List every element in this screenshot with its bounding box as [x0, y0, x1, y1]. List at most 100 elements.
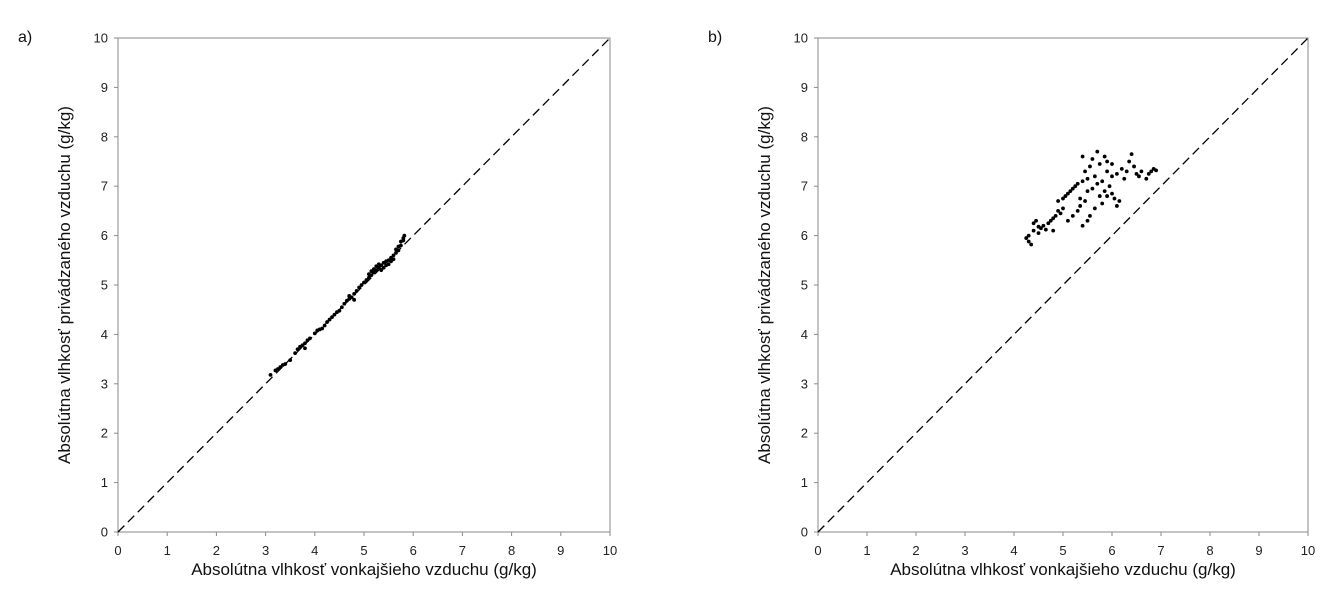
- data-point: [1100, 179, 1105, 184]
- data-point: [325, 320, 329, 324]
- y-tick-label: 1: [801, 475, 808, 490]
- data-point: [354, 289, 359, 293]
- data-point: [1134, 171, 1139, 176]
- data-point: [376, 265, 381, 270]
- data-point: [1080, 179, 1085, 184]
- data-point: [1122, 176, 1127, 181]
- data-point: [1056, 199, 1060, 203]
- data-point: [1026, 233, 1031, 238]
- data-point: [399, 243, 403, 248]
- data-point: [303, 341, 307, 346]
- data-point: [1048, 218, 1053, 223]
- data-point: [352, 297, 357, 302]
- data-point: [1053, 213, 1058, 218]
- data-point: [1110, 191, 1114, 196]
- y-tick-label: 3: [101, 376, 108, 391]
- data-point: [337, 308, 342, 313]
- data-point: [396, 248, 401, 253]
- x-tick-label: 7: [459, 543, 466, 558]
- y-tick-label: 7: [101, 179, 108, 194]
- data-point: [1146, 171, 1151, 176]
- x-axis-title: Absolútna vlhkosť vonkajšieho vzduchu (g…: [191, 560, 537, 579]
- data-point: [1066, 218, 1070, 223]
- data-point: [1031, 221, 1036, 226]
- panel-b: b) 0 1 2 3 4 5 6 7 8 9 10 0 1 2 3 4 5 6 7 8 9 10 Absolútna vlhk…: [708, 29, 1315, 579]
- reference-line: [117, 37, 611, 533]
- data-point: [394, 250, 398, 255]
- data-point: [1092, 206, 1097, 211]
- data-point: [1088, 164, 1092, 169]
- panel-label: a): [18, 29, 32, 46]
- data-point: [1127, 159, 1132, 164]
- data-point: [1105, 194, 1109, 198]
- data-series: [268, 233, 407, 377]
- x-tick-label: 0: [814, 543, 821, 558]
- data-point: [1046, 221, 1051, 226]
- x-tick-label: 7: [1157, 543, 1164, 558]
- data-point: [1124, 169, 1129, 174]
- data-point: [1097, 194, 1102, 198]
- y-tick-label: 0: [801, 525, 808, 540]
- data-point: [369, 273, 374, 278]
- data-point: [1056, 209, 1060, 213]
- x-tick-label: 6: [410, 543, 417, 558]
- x-tick-label: 1: [863, 543, 870, 558]
- data-point: [1115, 204, 1119, 208]
- data-point: [1105, 159, 1109, 164]
- data-point: [371, 270, 376, 275]
- data-point: [1088, 213, 1092, 218]
- data-point: [1078, 196, 1083, 201]
- data-point: [320, 326, 325, 331]
- data-point: [1070, 213, 1075, 218]
- data-point: [327, 317, 332, 322]
- data-point: [352, 291, 357, 296]
- data-point: [322, 323, 327, 328]
- x-tick-label: 9: [557, 543, 564, 558]
- y-tick-label: 7: [801, 179, 808, 194]
- data-point: [1085, 176, 1090, 181]
- data-point: [1075, 181, 1080, 186]
- y-tick-label: 9: [801, 80, 808, 95]
- data-point: [1139, 169, 1144, 174]
- data-point: [283, 362, 288, 366]
- y-axis-title: Absolútna vlhkosť privádzaného vzduchu (…: [755, 106, 774, 464]
- y-tick-label: 5: [801, 278, 808, 293]
- y-tick-label: 5: [101, 278, 108, 293]
- data-point: [364, 278, 369, 282]
- data-point: [1110, 174, 1114, 179]
- data-point: [1100, 201, 1105, 206]
- data-point: [312, 331, 317, 336]
- data-point: [1085, 218, 1090, 223]
- x-tick-label: 8: [1206, 543, 1213, 558]
- data-point: [1066, 191, 1070, 196]
- data-point: [332, 312, 337, 317]
- data-point: [1092, 174, 1097, 179]
- y-tick-label: 8: [101, 129, 108, 144]
- x-tick-label: 9: [1255, 543, 1262, 558]
- data-point: [293, 351, 298, 356]
- data-point: [1137, 174, 1141, 179]
- x-tick-label: 4: [1010, 543, 1017, 558]
- data-point: [330, 315, 334, 320]
- data-point: [1090, 157, 1095, 161]
- data-point: [391, 257, 396, 262]
- reference-line: [817, 37, 1309, 533]
- y-axis-title: Absolútna vlhkosť privádzaného vzduchu (…: [55, 106, 74, 464]
- data-point: [1105, 169, 1109, 174]
- y-tick-label: 8: [801, 129, 808, 144]
- data-point: [1083, 199, 1087, 203]
- x-tick-label: 5: [1059, 543, 1066, 558]
- data-point: [1058, 211, 1063, 216]
- data-point: [1095, 149, 1100, 154]
- data-point: [1102, 189, 1107, 194]
- data-point: [1061, 196, 1065, 201]
- data-point: [349, 295, 354, 300]
- data-point: [295, 347, 300, 352]
- x-tick-label: 10: [1301, 543, 1315, 558]
- data-point: [1083, 169, 1087, 174]
- data-point: [367, 275, 371, 280]
- panel-a: a) 0 1 2 3 4 5 6 7 8 9 10 0 1 2 3 4 5 6 7 8 9 10 Absolútna vlhk…: [18, 29, 617, 579]
- data-point: [1061, 206, 1065, 211]
- x-tick-label: 6: [1108, 543, 1115, 558]
